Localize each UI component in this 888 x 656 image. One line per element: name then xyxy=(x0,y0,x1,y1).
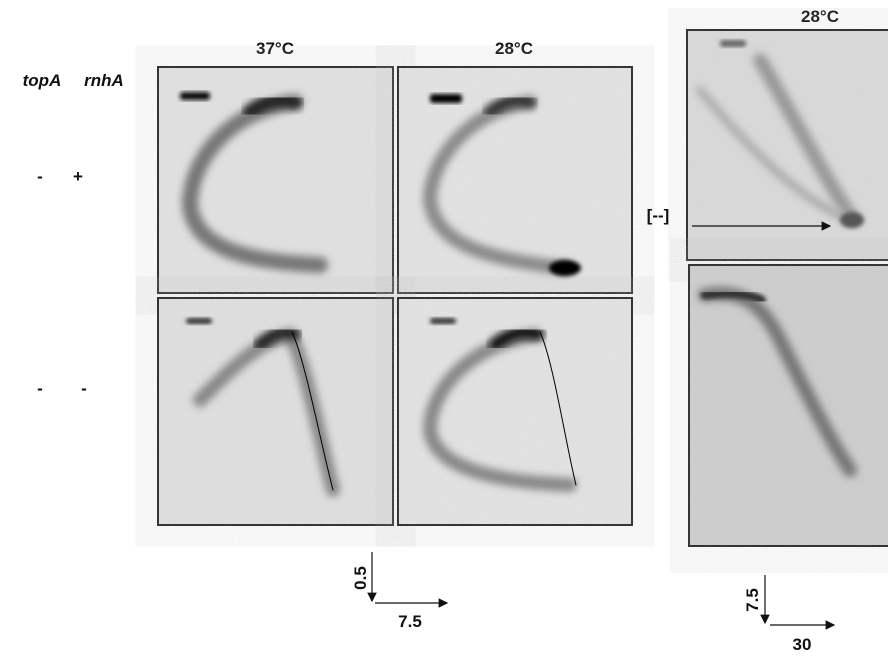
gel-panel xyxy=(157,297,394,526)
gene-label: topA xyxy=(23,71,62,90)
gene-label: rnhA xyxy=(84,71,124,90)
bracket-label: [--] xyxy=(647,206,670,225)
genotype: + xyxy=(73,167,83,186)
column-header: 37°C xyxy=(256,39,294,58)
gel-panel xyxy=(686,29,888,261)
gel-panel xyxy=(688,264,888,547)
axis-label: 30 xyxy=(793,635,812,654)
gel-panel xyxy=(397,66,633,294)
gel-panel xyxy=(157,66,394,294)
column-header: 28°C xyxy=(801,7,839,26)
axis-label: 0.5 xyxy=(351,566,370,590)
genotype: - xyxy=(81,379,87,398)
axis-label: 7.5 xyxy=(743,588,762,612)
gel-panel xyxy=(397,297,633,526)
genotype: - xyxy=(37,167,43,186)
axis-label: 7.5 xyxy=(398,612,422,631)
column-header: 28°C xyxy=(495,39,533,58)
genotype: - xyxy=(37,379,43,398)
